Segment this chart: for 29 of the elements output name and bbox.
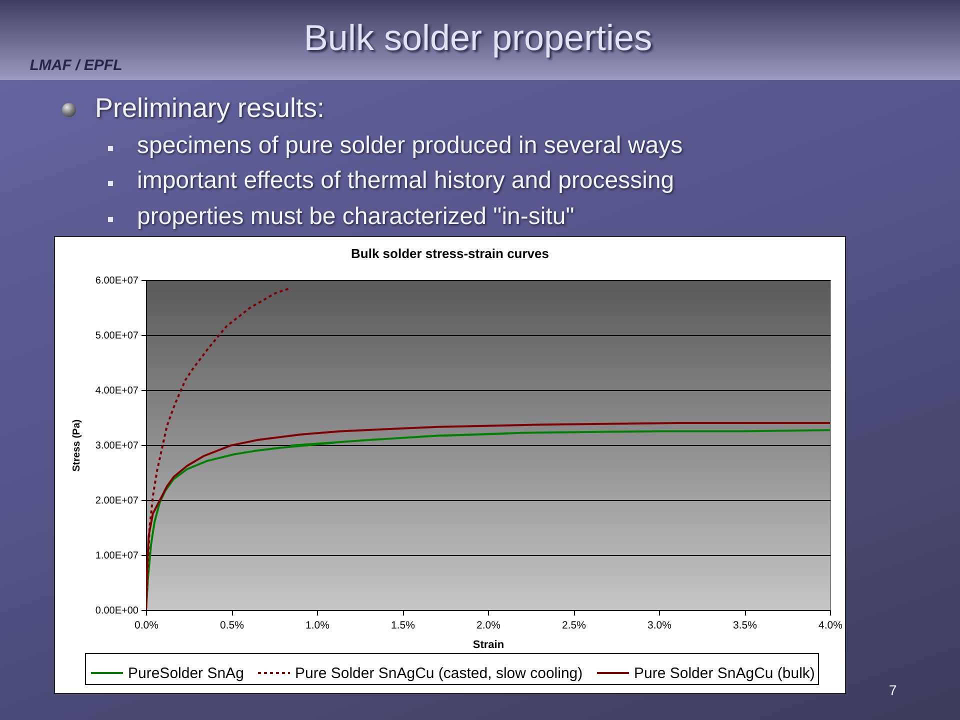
x-tick-label: 0.0% [134, 620, 158, 632]
text: LMAF / EPFL [28, 57, 124, 74]
y-tick-label: 5.00E+07 [95, 330, 139, 342]
y-tick-label: 0.00E+00 [95, 606, 139, 616]
y-tick-label: 2.00E+07 [95, 496, 139, 506]
x-tick-label: 1.5% [391, 620, 415, 632]
legend-label: Pure Solder SnAgCu (bulk) [634, 665, 815, 682]
y-tick-label: 1.00E+07 [95, 550, 139, 562]
text: 7 [889, 682, 897, 698]
text: Bulk solder properties [302, 17, 654, 58]
x-tick-label: 2.0% [476, 620, 500, 632]
y-tick-label: 3.00E+07 [95, 440, 139, 452]
text: Preliminary results: [95, 93, 325, 124]
x-tick-label: 3.5% [733, 620, 757, 632]
y-tick-label: 4.00E+07 [95, 386, 139, 396]
legend-label: PureSolder SnAg [128, 665, 244, 682]
x-tick-label: 3.0% [648, 620, 672, 632]
legend-label: Pure Solder SnAgCu (casted, slow cooling) [295, 665, 583, 682]
text: important effects of thermal history and processing [137, 167, 674, 195]
chart-title: Bulk solder stress-strain curves [351, 246, 549, 261]
x-axis-title: Strain [472, 639, 504, 651]
x-tick-label: 2.5% [562, 620, 586, 632]
y-axis-title: Stress (Pa) [71, 419, 82, 472]
x-tick-label: 0.5% [220, 620, 244, 632]
text: specimens of pure solder produced in several ways [137, 132, 683, 160]
y-tick-label: 6.00E+07 [95, 276, 139, 286]
text: properties must be characterized "in-situ" [137, 203, 574, 231]
x-tick-label: 4.0% [818, 620, 842, 632]
x-tick-label: 1.0% [306, 620, 330, 632]
